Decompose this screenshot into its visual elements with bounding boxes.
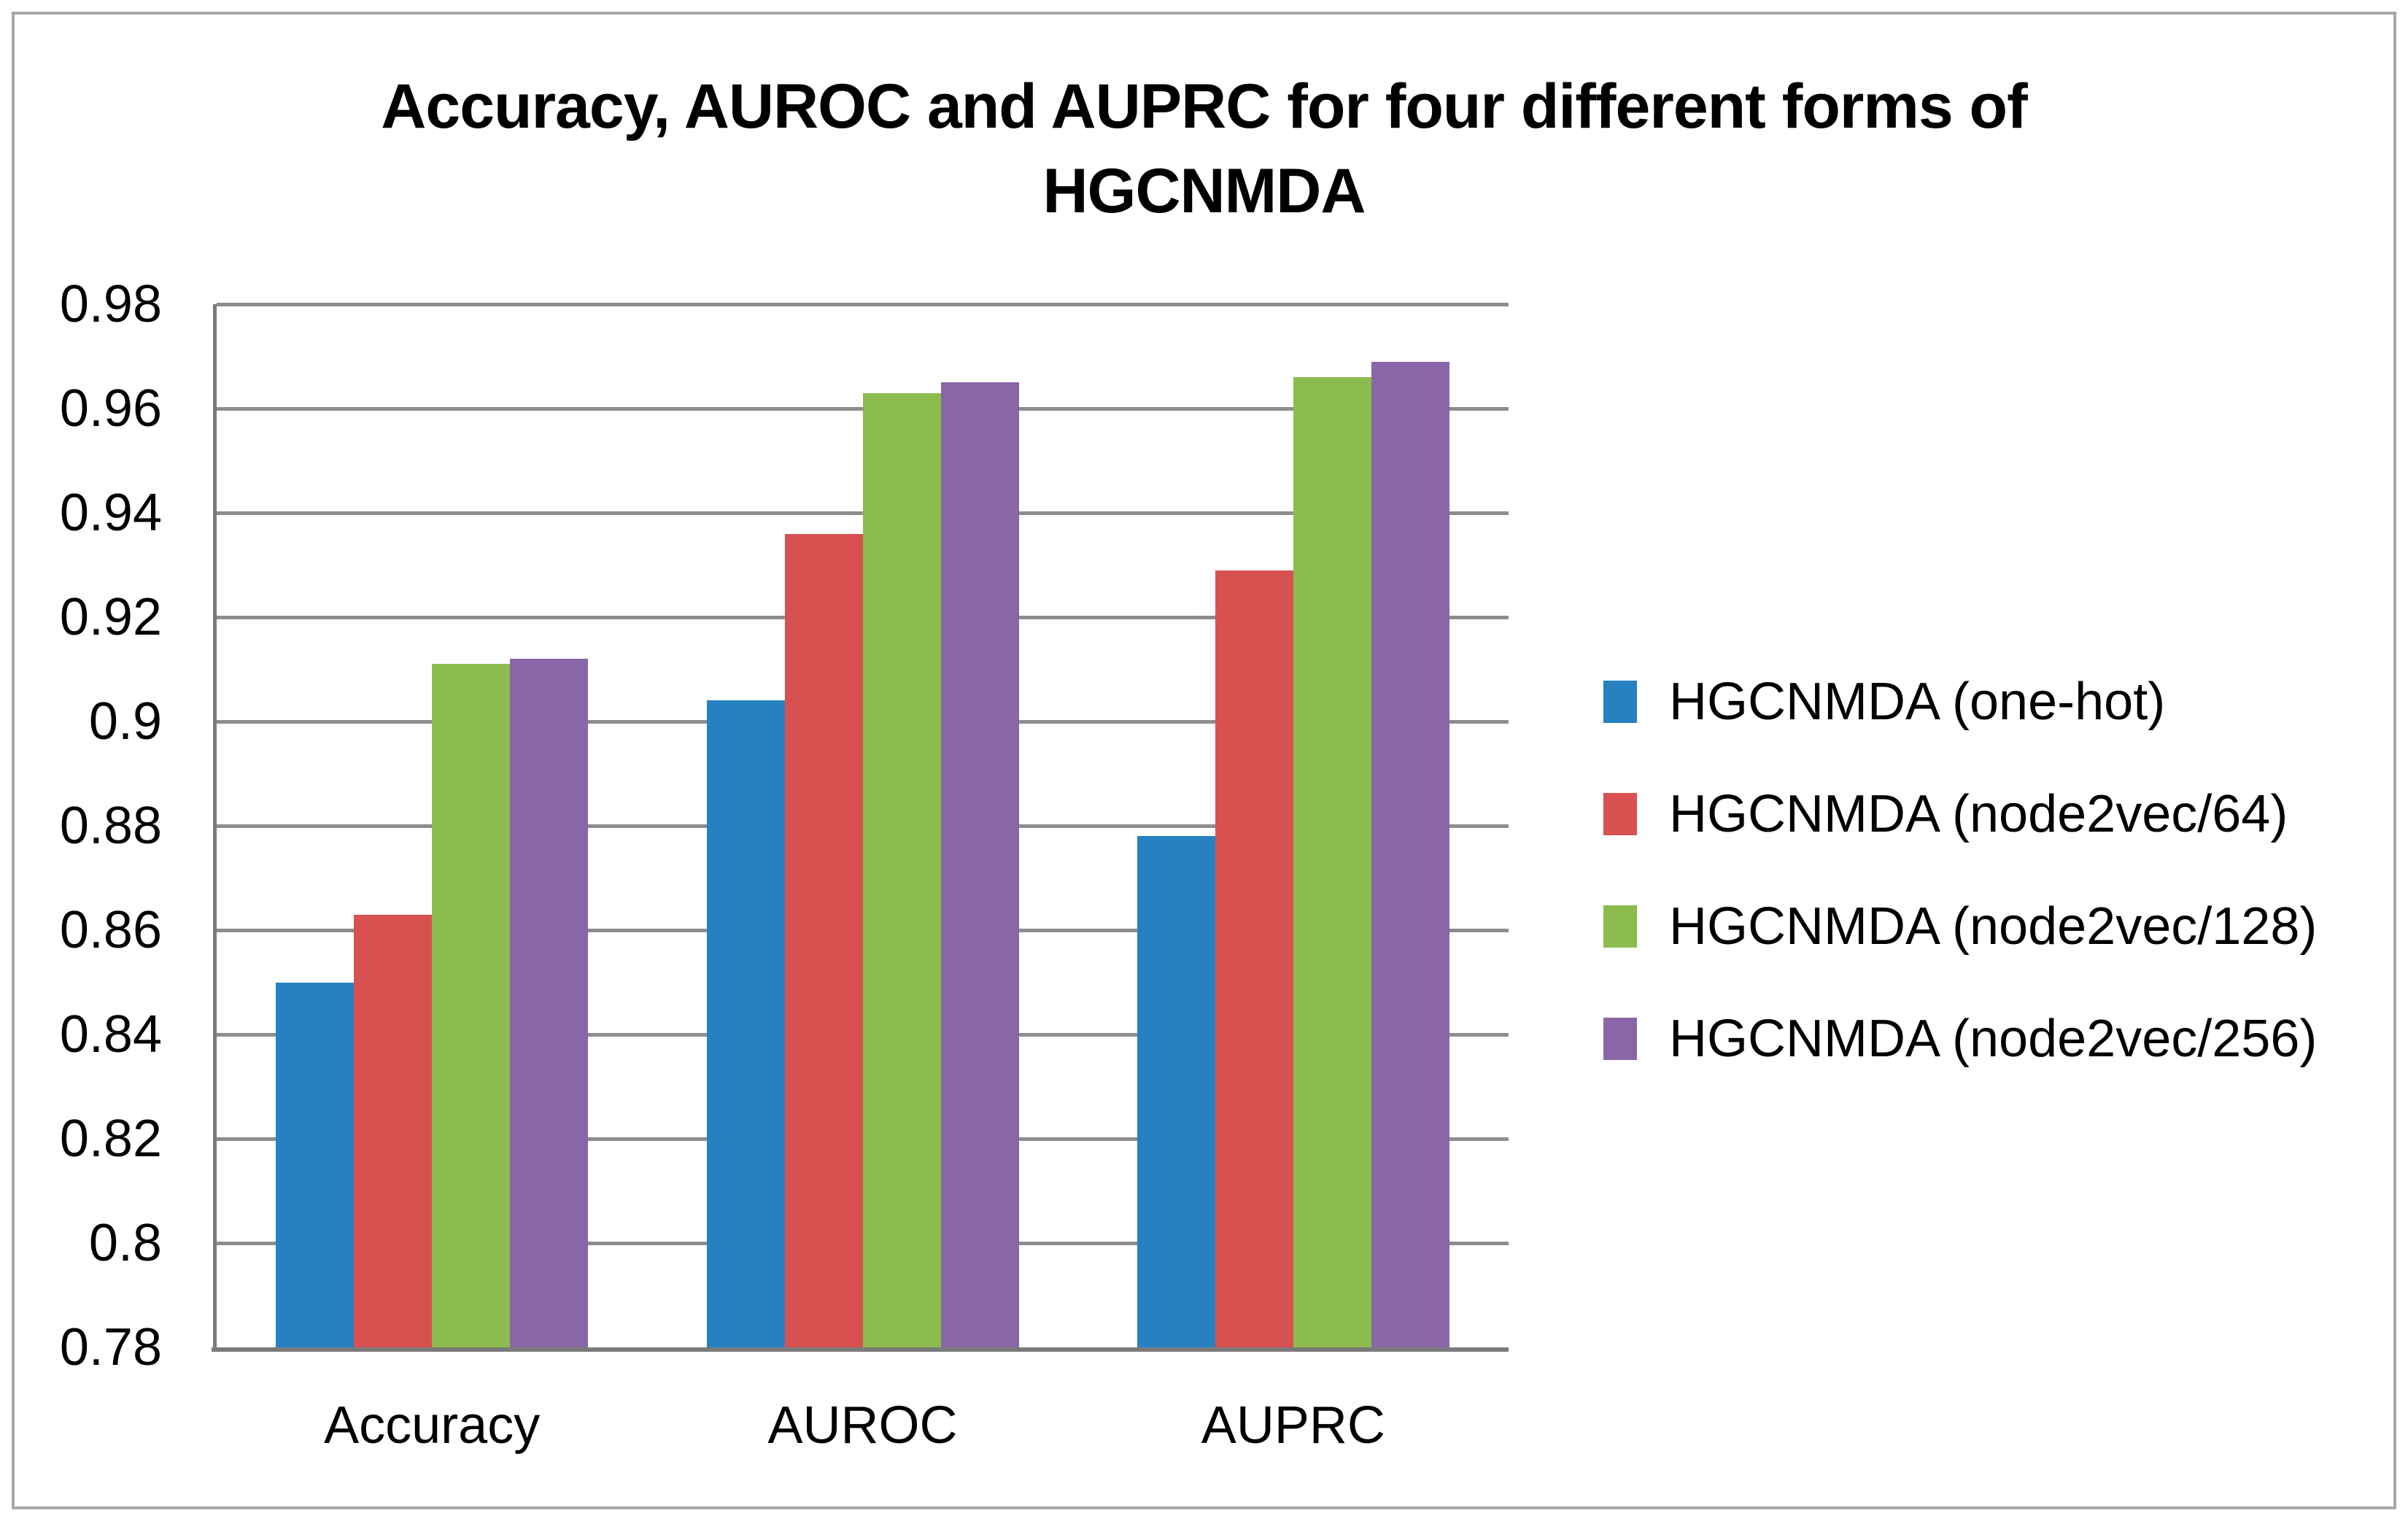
chart-title-line2: HGCNMDA (1042, 156, 1366, 226)
legend-label: HGCNMDA (node2vec/256) (1669, 1010, 2318, 1068)
bar-auroc-series-4 (940, 382, 1019, 1347)
legend: HGCNMDA (one-hot) HGCNMDA (node2vec/64) HG… (1603, 671, 2317, 1069)
gridline (217, 302, 1509, 306)
legend-label: HGCNMDA (node2vec/64) (1669, 785, 2288, 843)
legend-swatch-icon (1603, 793, 1637, 835)
bar-auroc-series-2 (784, 533, 863, 1347)
y-axis-tick-label: 0.84 (59, 1005, 162, 1064)
legend-swatch-icon (1603, 1018, 1637, 1060)
bar-auprc-series-3 (1293, 377, 1371, 1347)
legend-item-3: HGCNMDA (node2vec/128) (1603, 896, 2317, 957)
y-axis-tick-label: 0.8 (88, 1214, 162, 1272)
chart-title: Accuracy, AUROC and AUPRC for four diffe… (0, 64, 2408, 233)
bar-auroc-series-3 (862, 392, 941, 1347)
y-axis-tick-label: 0.98 (59, 275, 162, 333)
bar-accuracy-series-1 (276, 982, 355, 1347)
bar-auprc-series-2 (1215, 570, 1293, 1347)
x-axis-category-label: AUPRC (1201, 1396, 1385, 1455)
x-axis-category-label: Accuracy (324, 1396, 541, 1455)
y-axis-tick-label: 0.82 (59, 1110, 162, 1168)
chart-title-line1: Accuracy, AUROC and AUPRC for four diffe… (381, 71, 2027, 142)
bar-auprc-series-4 (1371, 361, 1449, 1347)
y-axis-tick-label: 0.78 (59, 1318, 162, 1377)
legend-item-4: HGCNMDA (node2vec/256) (1603, 1008, 2317, 1069)
legend-swatch-icon (1603, 681, 1637, 723)
bar-auroc-series-1 (706, 700, 785, 1347)
bar-accuracy-series-3 (432, 664, 511, 1347)
y-axis-tick-label: 0.9 (88, 692, 162, 751)
bar-accuracy-series-2 (354, 914, 433, 1347)
y-axis-tick-label: 0.86 (59, 901, 162, 959)
legend-item-2: HGCNMDA (node2vec/64) (1603, 783, 2317, 845)
x-axis-line (212, 1347, 1509, 1352)
plot-area (212, 302, 1509, 1352)
bar-accuracy-series-4 (510, 659, 589, 1347)
legend-item-1: HGCNMDA (one-hot) (1603, 671, 2317, 732)
legend-label: HGCNMDA (node2vec/128) (1669, 897, 2318, 956)
legend-label: HGCNMDA (one-hot) (1669, 673, 2166, 731)
y-axis-tick-label: 0.94 (59, 484, 162, 542)
y-axis-tick-label: 0.88 (59, 797, 162, 855)
y-axis-line (213, 304, 217, 1347)
x-axis-category-label: AUROC (767, 1396, 958, 1455)
y-axis-tick-label: 0.96 (59, 379, 162, 438)
bar-auprc-series-1 (1137, 836, 1215, 1347)
legend-swatch-icon (1603, 905, 1637, 948)
y-axis-tick-label: 0.92 (59, 588, 162, 646)
